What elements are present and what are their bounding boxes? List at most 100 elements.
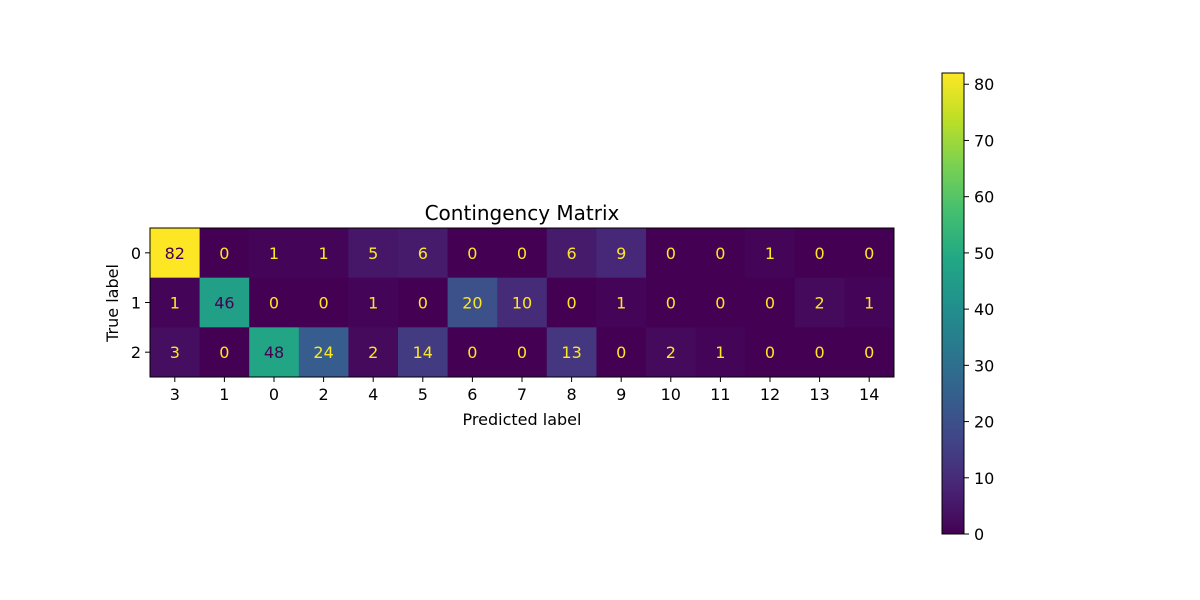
heatmap-cell [695, 277, 746, 328]
chart-title: Contingency Matrix [425, 201, 620, 225]
y-axis-label: True label [103, 264, 122, 343]
x-axis-ticks: 3 1 0 2 4 5 6 7 8 9 10 11 12 13 14 [170, 377, 879, 404]
cell-value-label: 0 [219, 343, 229, 362]
colorbar-tick-label: 50 [974, 244, 994, 263]
heatmap-cell [646, 228, 697, 279]
cell-value-label: 0 [467, 343, 477, 362]
heatmap-cell [497, 327, 548, 378]
cell-value-label: 0 [269, 294, 279, 313]
heatmap-cell [794, 228, 845, 279]
heatmap-cell [150, 277, 201, 328]
colorbar-tick-label: 40 [974, 300, 994, 319]
cell-value-label: 0 [219, 244, 229, 263]
cell-value-label: 3 [170, 343, 180, 362]
heatmap-cell [298, 327, 349, 378]
x-tick-label: 6 [467, 385, 477, 404]
cell-value-label: 0 [517, 244, 527, 263]
cell-value-label: 82 [165, 244, 185, 263]
colorbar-ticks: 0 10 20 30 40 50 60 70 80 [964, 75, 994, 544]
cell-value-label: 0 [715, 294, 725, 313]
cell-value-label: 0 [666, 294, 676, 313]
colorbar-tick-label: 0 [974, 525, 984, 544]
x-tick-label: 4 [368, 385, 378, 404]
cell-value-label: 0 [567, 294, 577, 313]
colorbar-tick-label: 20 [974, 413, 994, 432]
heatmap-cell [199, 277, 250, 328]
heatmap-cell [249, 327, 300, 378]
cell-value-label: 0 [319, 294, 329, 313]
heatmap-cell [546, 277, 597, 328]
cell-value-label: 1 [170, 294, 180, 313]
heatmap-cell [150, 228, 201, 279]
cell-value-label: 2 [368, 343, 378, 362]
heatmap-cell [398, 228, 449, 279]
heatmap-cell [497, 277, 548, 328]
heatmap-cell [695, 327, 746, 378]
heatmap-cell [646, 277, 697, 328]
x-tick-label: 1 [219, 385, 229, 404]
cell-value-label: 1 [319, 244, 329, 263]
heatmap-cell [546, 327, 597, 378]
cell-value-label: 10 [512, 294, 532, 313]
x-tick-label: 2 [319, 385, 329, 404]
x-tick-label: 9 [616, 385, 626, 404]
cell-value-label: 1 [765, 244, 775, 263]
heatmap-cell [596, 277, 647, 328]
y-tick-label: 2 [131, 343, 141, 362]
cell-value-label: 1 [269, 244, 279, 263]
x-tick-label: 0 [269, 385, 279, 404]
y-axis-ticks: 0 1 2 [131, 244, 150, 362]
heatmap-cell [348, 277, 399, 328]
cell-value-label: 24 [313, 343, 333, 362]
heatmap-cell [646, 327, 697, 378]
colorbar-tick-label: 70 [974, 131, 994, 150]
y-tick-label: 1 [131, 294, 141, 313]
cell-value-label: 0 [864, 244, 874, 263]
cell-value-label: 6 [418, 244, 428, 263]
x-axis-label: Predicted label [463, 410, 582, 429]
heatmap-cell [398, 277, 449, 328]
cell-value-label: 1 [616, 294, 626, 313]
colorbar-tick-label: 30 [974, 356, 994, 375]
heatmap-cell [596, 228, 647, 279]
heatmap-cell [745, 277, 796, 328]
x-tick-label: 11 [710, 385, 730, 404]
heatmap-cell [745, 327, 796, 378]
heatmap-cell [348, 327, 399, 378]
heatmap-cell [844, 228, 895, 279]
heatmap-cell [298, 277, 349, 328]
heatmap-cell [249, 277, 300, 328]
cell-value-label: 20 [462, 294, 482, 313]
cell-value-label: 1 [715, 343, 725, 362]
colorbar-tick-label: 60 [974, 188, 994, 207]
x-tick-label: 13 [809, 385, 829, 404]
cell-value-label: 0 [815, 244, 825, 263]
heatmap-cell [447, 277, 498, 328]
cell-value-label: 2 [815, 294, 825, 313]
colorbar [941, 72, 965, 535]
heatmap-cell [596, 327, 647, 378]
heatmap-cell [199, 228, 250, 279]
heatmap-cell [398, 327, 449, 378]
heatmap-cell [199, 327, 250, 378]
heatmap-cell [497, 228, 548, 279]
cell-value-label: 2 [666, 343, 676, 362]
colorbar-tick-label: 80 [974, 75, 994, 94]
cell-value-label: 48 [264, 343, 284, 362]
heatmap-cell [745, 228, 796, 279]
cell-value-label: 0 [815, 343, 825, 362]
heatmap-cells [150, 228, 895, 378]
heatmap-cell [447, 228, 498, 279]
cell-value-label: 46 [214, 294, 234, 313]
cell-value-label: 0 [418, 294, 428, 313]
x-tick-label: 3 [170, 385, 180, 404]
x-tick-label: 8 [567, 385, 577, 404]
heatmap-cell [150, 327, 201, 378]
heatmap-cell [844, 277, 895, 328]
cell-value-label: 0 [765, 343, 775, 362]
heatmap-cell [546, 228, 597, 279]
cell-value-label: 0 [715, 244, 725, 263]
y-tick-label: 0 [131, 244, 141, 263]
cell-value-label: 0 [517, 343, 527, 362]
